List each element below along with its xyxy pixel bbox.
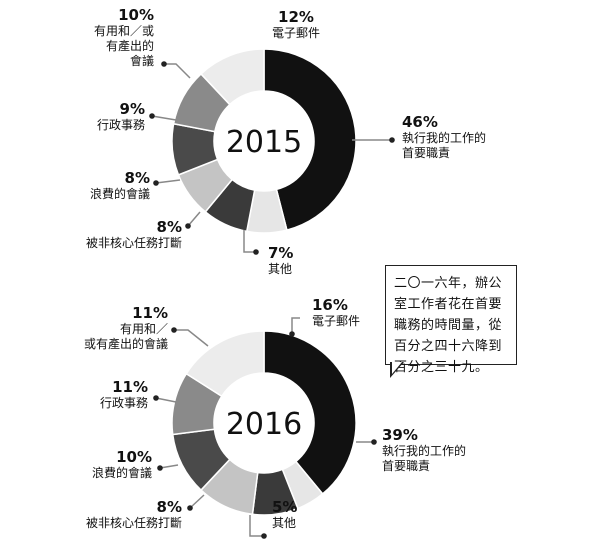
leader-dot [153,180,159,186]
leader-dot [289,331,295,337]
category-label: 其他 [272,516,296,530]
leader-dot [157,465,163,471]
category-label: 被非核心任務打斷 [86,236,182,250]
callout-line: 二〇一六年，辦公 [394,276,503,291]
category-label: 會議 [130,54,154,68]
center-year-label: 2016 [226,407,302,442]
category-label: 浪費的會議 [90,186,150,201]
leader-line [155,397,177,403]
category-label: 浪費的會議 [92,465,152,480]
leader-dot [185,223,191,229]
value-label: 8% [157,218,182,236]
donut-segment [263,330,357,495]
leader-line [189,494,205,509]
leader-line [159,464,179,469]
value-label: 8% [125,169,150,187]
category-label: 電子郵件 [312,314,360,328]
leader-line [155,179,181,184]
callout-line: 百分之四十六降到 [394,339,503,354]
value-label: 10% [116,448,152,466]
leader-line [164,63,191,79]
category-label: 有用和／或 [94,24,154,38]
value-label: 11% [112,378,148,396]
category-label: 首要職責 [402,146,450,160]
callout-line: 職務的時間量，從 [394,318,503,333]
leader-line [249,515,264,537]
leader-dot [253,249,259,255]
category-label: 行政事務 [100,396,148,410]
leader-dot [389,137,395,143]
leader-line [174,329,209,347]
leader-dot [149,113,155,119]
callout-line: 百分之三十九。 [394,360,489,375]
value-label: 9% [120,100,145,118]
donut-segment [185,330,265,398]
value-label: 7% [268,244,293,262]
value-label: 11% [132,304,168,322]
category-label: 或有產出的會議 [84,336,168,351]
category-label: 執行我的工作的 [402,130,486,145]
category-label: 首要職責 [382,459,430,473]
callout-tail-inner [392,362,402,374]
leader-dot [187,505,193,511]
category-label: 有用和／ [120,322,168,336]
value-label: 5% [272,498,297,516]
leader-line [291,317,300,334]
value-label: 46% [402,113,438,131]
leader-dot [153,395,159,401]
leader-dot [261,533,267,539]
category-label: 執行我的工作的 [382,443,466,458]
category-label: 被非核心任務打斷 [86,516,182,530]
leader-dot [161,61,167,67]
leader-line [187,211,201,227]
center-year-label: 2015 [226,125,302,160]
leader-line [243,230,256,253]
value-label: 16% [312,296,348,314]
category-label: 有產出的 [106,38,154,53]
leader-dot [371,439,377,445]
callout-box: 二〇一六年，辦公 室工作者花在首要 職務的時間量，從 百分之四十六降到 百分之三… [385,265,517,375]
donut-segment [263,48,357,232]
donut-chart-2015: 201546%執行我的工作的首要職責7%其他8%被非核心任務打斷8%浪費的會議9… [86,6,486,276]
callout-line: 室工作者花在首要 [394,297,503,312]
leader-line [151,115,177,121]
category-label: 電子郵件 [272,26,320,40]
leader-dot [171,327,177,333]
value-label: 10% [118,6,154,24]
value-label: 12% [278,8,314,26]
value-label: 8% [157,498,182,516]
donut-segment [199,48,265,106]
value-label: 39% [382,426,418,444]
category-label: 行政事務 [97,118,145,132]
category-label: 其他 [268,262,292,276]
